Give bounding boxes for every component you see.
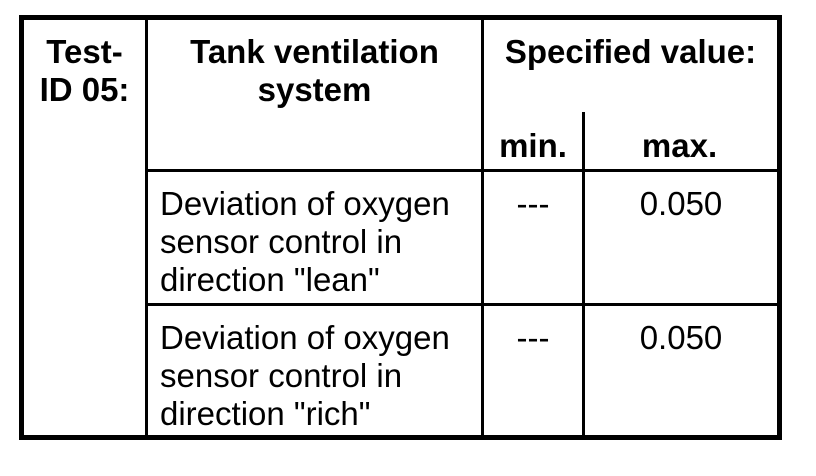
table-row-lean: Deviation of oxygen sensor control in di… — [148, 172, 777, 306]
row-min-value: --- — [484, 306, 585, 435]
max-column-header: max. — [641, 127, 718, 164]
specified-value-header-cell: Specified value: min. max. — [484, 20, 777, 169]
test-id-cell: Test- ID 05: — [24, 20, 148, 435]
row-min-value: --- — [484, 172, 585, 303]
row-description: Deviation of oxygen sensor control in di… — [148, 172, 484, 303]
header-row: Tank ventilation system Specified value:… — [148, 20, 777, 172]
system-header-cell: Tank ventilation system — [148, 20, 484, 169]
min-max-label-row: min. max. — [484, 127, 777, 165]
row-max-value: 0.050 — [639, 185, 723, 222]
row-max-value: 0.050 — [639, 319, 723, 356]
specified-value-title: Specified value: — [504, 33, 757, 70]
row-description: Deviation of oxygen sensor control in di… — [148, 306, 484, 435]
table-main-section: Tank ventilation system Specified value:… — [148, 20, 777, 435]
min-column-header: min. — [499, 127, 567, 164]
table-row-rich: Deviation of oxygen sensor control in di… — [148, 306, 777, 435]
specified-values-table: Test- ID 05: Tank ventilation system Spe… — [19, 15, 782, 440]
min-max-divider — [582, 112, 585, 169]
